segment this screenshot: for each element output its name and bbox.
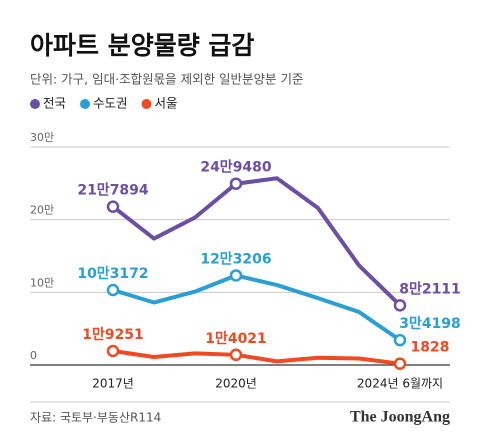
y-tick-label: 30만 <box>30 131 54 144</box>
legend-swatch <box>80 99 91 109</box>
point-marker <box>106 344 120 358</box>
series-line <box>111 349 402 366</box>
point-marker <box>229 348 243 362</box>
legend-swatch <box>30 99 40 109</box>
legend-label: 서울 <box>155 96 178 111</box>
data-label: 24만9480 <box>200 160 272 176</box>
data-label: 1만9251 <box>82 327 144 343</box>
legend-label: 전국 <box>43 96 66 111</box>
y-tick-label: 10만 <box>30 276 54 289</box>
data-label: 21만7894 <box>77 183 149 199</box>
point-marker <box>106 200 120 213</box>
series-line <box>111 273 402 343</box>
series-line <box>111 176 402 308</box>
source: 자료: 국토부·부동산R114 <box>30 411 161 425</box>
data-label: 8만2111 <box>399 281 461 297</box>
point-marker <box>393 357 407 370</box>
legend-label: 수도권 <box>93 96 128 111</box>
y-tick-label: 20만 <box>30 204 54 217</box>
point-marker <box>106 283 120 297</box>
y-tick-label: 0 <box>30 349 37 362</box>
x-tick-label: 2017년 <box>92 377 134 391</box>
chart-title: 아파트 분양물량 급감 <box>30 31 254 60</box>
logo: The JoongAng <box>350 409 450 426</box>
data-label: 3만4198 <box>399 316 461 332</box>
data-label: 1만4021 <box>205 331 267 347</box>
point-marker <box>229 177 243 190</box>
data-label: 12만3206 <box>200 251 271 267</box>
x-tick-label: 2024년 6월까지 <box>357 377 443 391</box>
x-tick-label: 2020년 <box>215 377 257 391</box>
point-marker <box>393 333 407 347</box>
point-marker <box>229 269 243 282</box>
data-label: 1828 <box>411 340 450 356</box>
legend-swatch <box>141 99 152 109</box>
chart-subtitle: 단위: 가구, 임대·조합원몫을 제외한 일반분양분 기준 <box>30 72 304 87</box>
data-label: 10만3172 <box>77 266 148 282</box>
point-marker <box>393 299 407 312</box>
